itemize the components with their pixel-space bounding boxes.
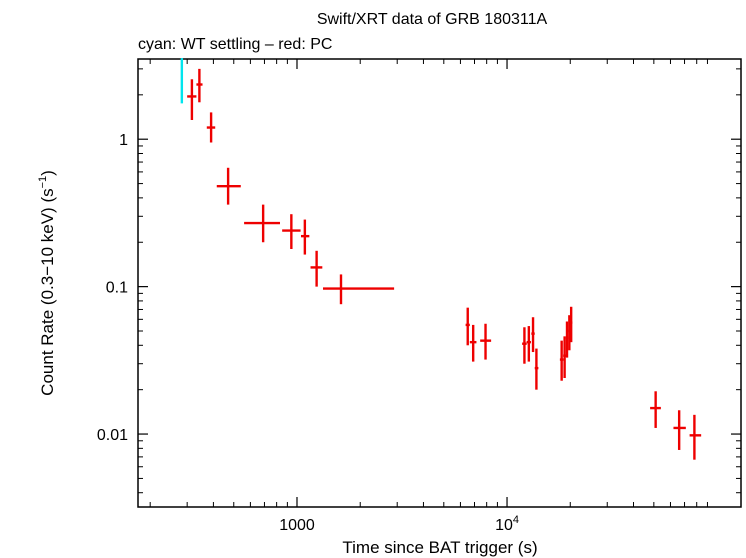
- x-tick-label: 1000: [279, 517, 315, 534]
- wt-data-point: [180, 58, 184, 104]
- pc-data-point: [244, 204, 280, 243]
- pc-data-point: [465, 307, 470, 346]
- y-tick-label: 0.01: [97, 427, 128, 444]
- data-marks: [180, 58, 702, 460]
- y-tick-label: 0.1: [106, 280, 128, 297]
- tick-labels: 1000 104 0.01 0.1 1: [97, 132, 519, 534]
- pc-data-point: [559, 340, 564, 381]
- chart-subtitle: cyan: WT settling – red: PC: [138, 36, 332, 53]
- chart-title: Swift/XRT data of GRB 180311A: [317, 11, 548, 28]
- pc-data-point: [526, 326, 531, 362]
- y-axis-label: Count Rate (0.3−10 keV) (s−1): [37, 170, 57, 396]
- pc-data-point: [534, 348, 539, 390]
- y-axis-label-exponent: −1: [37, 176, 49, 189]
- pc-data-point: [282, 214, 301, 249]
- y-axis-label-main: Count Rate (0.3−10 keV) (s: [38, 188, 57, 395]
- x-tick-label-base: 1000: [279, 517, 315, 534]
- plot-frame: [137, 58, 742, 508]
- pc-data-point: [689, 414, 702, 460]
- pc-data-point: [206, 112, 216, 143]
- x-tick-label: 104: [495, 514, 519, 534]
- x-tick-label-base: 10: [495, 517, 513, 534]
- pc-data-point: [522, 327, 527, 364]
- pc-data-point: [310, 250, 323, 287]
- pc-data-point: [187, 79, 197, 120]
- minor-ticks: [138, 59, 741, 507]
- pc-data-point: [531, 317, 535, 353]
- major-ticks: [138, 59, 741, 507]
- y-tick-label: 1: [119, 132, 128, 149]
- pc-data-point: [673, 410, 686, 450]
- pc-data-point: [301, 219, 310, 255]
- pc-data-point: [469, 324, 477, 362]
- pc-data-point: [569, 306, 573, 343]
- y-axis-label-close: ): [38, 170, 57, 176]
- x-axis-label: Time since BAT trigger (s): [342, 538, 537, 557]
- pc-data-point: [480, 323, 492, 360]
- pc-data-point: [563, 336, 567, 378]
- pc-data-point: [216, 167, 241, 205]
- pc-data-point: [196, 68, 203, 103]
- pc-data-point: [650, 391, 661, 428]
- pc-data-point: [565, 321, 569, 358]
- x-tick-label-exponent: 4: [513, 514, 519, 526]
- pc-data-point: [323, 274, 395, 305]
